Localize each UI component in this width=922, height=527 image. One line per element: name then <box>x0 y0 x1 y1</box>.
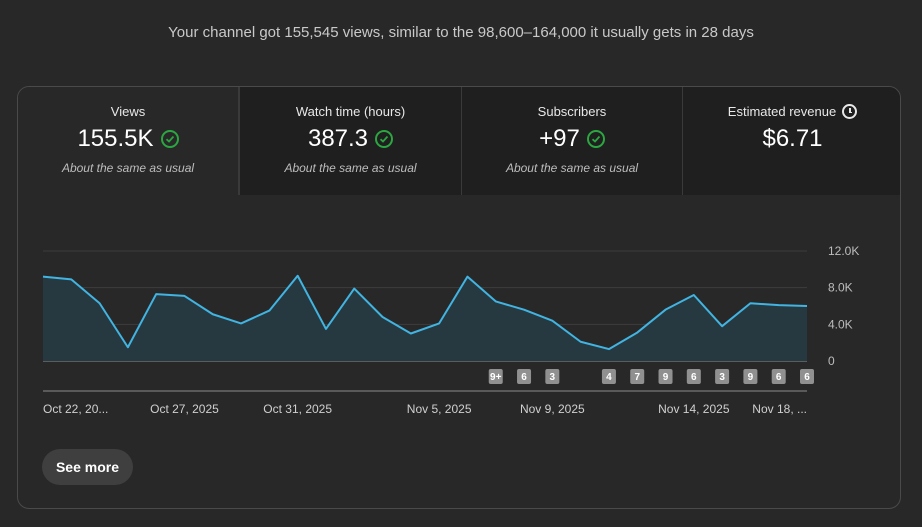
tab-subscribers-value-row: +97 <box>462 125 682 153</box>
clock-icon <box>842 104 858 119</box>
tab-revenue-value-row: $6.71 <box>683 125 900 153</box>
see-more-button[interactable]: See more <box>42 449 133 485</box>
tab-watch-time[interactable]: Watch time (hours) 387.3 About the same … <box>239 87 461 195</box>
upload-marker <box>771 369 786 384</box>
upload-marker-label: 3 <box>719 372 725 383</box>
views-line <box>42 274 808 351</box>
upload-marker-label: 7 <box>634 372 640 383</box>
upload-marker <box>545 369 560 384</box>
x-tick-label: Oct 31, 2025 <box>263 402 332 416</box>
tab-subscribers-note: About the same as usual <box>505 161 639 175</box>
upload-marker-label: 4 <box>606 372 612 383</box>
upload-marker <box>601 369 616 384</box>
summary-text: Your channel got 155,545 views, similar … <box>168 24 754 41</box>
tab-watch-time-note: About the same as usual <box>284 161 417 175</box>
analytics-card: Views 155.5K About the same as usual Wat… <box>17 86 901 509</box>
tab-revenue-value: $6.71 <box>762 125 823 152</box>
upload-marker-label: 9+ <box>490 372 502 383</box>
x-tick-label: Nov 14, 2025 <box>658 402 730 416</box>
x-tick-label: Nov 18, ... <box>752 402 807 416</box>
upload-marker <box>686 369 701 384</box>
upload-marker <box>488 369 503 384</box>
upload-marker <box>743 369 758 384</box>
upload-marker-label: 3 <box>550 372 556 383</box>
x-tick-label: Nov 9, 2025 <box>520 402 585 416</box>
tab-revenue[interactable]: Estimated revenue $6.71 <box>682 87 900 195</box>
y-tick-label: 4.0K <box>828 317 853 331</box>
metric-tabs: Views 155.5K About the same as usual Wat… <box>18 87 900 195</box>
tab-views-note: About the same as usual <box>61 161 195 175</box>
upload-marker-label: 6 <box>691 372 697 383</box>
check-circle-icon <box>160 130 179 148</box>
upload-marker <box>630 369 645 384</box>
check-circle-icon <box>586 130 605 148</box>
tab-subscribers-value: +97 <box>539 125 580 152</box>
upload-marker <box>658 369 673 384</box>
tab-subscribers[interactable]: Subscribers +97 About the same as usual <box>461 87 682 195</box>
x-tick-label: Oct 22, 20... <box>43 402 108 416</box>
views-chart: 12.0K 8.0K 4.0K 0 9+ 6 3 4 7 9 6 3 9 6 6 Oct 22, 20... O… <box>42 244 859 416</box>
upload-marker-label: 6 <box>776 372 782 383</box>
upload-marker-label: 9 <box>748 372 754 383</box>
x-tick-label: Nov 5, 2025 <box>407 402 472 416</box>
upload-marker-label: 6 <box>521 372 527 383</box>
views-area <box>43 275 807 361</box>
upload-marker <box>715 369 730 384</box>
y-tick-label: 0 <box>828 354 835 368</box>
upload-marker <box>800 369 814 384</box>
upload-marker <box>517 369 532 384</box>
check-circle-icon <box>375 130 394 148</box>
y-tick-label: 12.0K <box>828 244 859 258</box>
tab-views[interactable]: Views 155.5K About the same as usual <box>18 87 239 195</box>
tab-views-title: Views <box>110 104 146 119</box>
tab-views-value: 155.5K <box>77 125 154 152</box>
upload-marker-label: 9 <box>663 372 669 383</box>
y-tick-label: 8.0K <box>828 281 853 295</box>
tab-watch-time-value-row: 387.3 <box>240 125 461 153</box>
upload-marker-label: 6 <box>804 372 810 383</box>
tab-watch-time-value: 387.3 <box>307 125 369 152</box>
tab-views-value-row: 155.5K <box>18 125 238 153</box>
tab-revenue-title: Estimated revenue <box>727 104 837 119</box>
tab-revenue-title-row: Estimated revenue <box>683 104 900 119</box>
tab-subscribers-title: Subscribers <box>537 104 607 119</box>
x-tick-label: Oct 27, 2025 <box>150 402 219 416</box>
tab-watch-time-title: Watch time (hours) <box>295 104 406 119</box>
